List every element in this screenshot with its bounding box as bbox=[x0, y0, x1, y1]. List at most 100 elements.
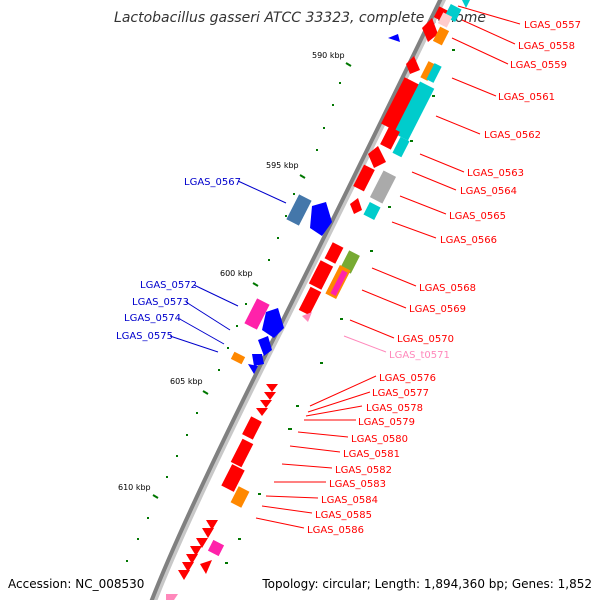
leader-line bbox=[281, 463, 333, 469]
kbp-ruler: 590 kbp 595 kbp 600 kbp 605 kbp 610 kbp bbox=[118, 51, 352, 499]
ruler-dots-left bbox=[126, 82, 341, 562]
leader-line bbox=[461, 19, 516, 45]
gene-label[interactable]: LGAS_0575 bbox=[116, 331, 173, 342]
gene-label[interactable]: LGAS_0557 bbox=[524, 20, 581, 31]
gene-glyph bbox=[244, 298, 270, 330]
leader-line bbox=[261, 505, 313, 514]
ruler-dot bbox=[238, 538, 241, 540]
gene-label[interactable]: LGAS_0577 bbox=[372, 388, 429, 399]
gene-label[interactable]: LGAS_0563 bbox=[467, 168, 524, 179]
gene-glyph bbox=[308, 260, 334, 290]
gene-label[interactable]: LGAS_0558 bbox=[518, 41, 575, 52]
ruler-dot bbox=[137, 538, 139, 540]
gene-glyph bbox=[230, 438, 254, 468]
gene-glyph bbox=[437, 12, 453, 28]
gene-label-trna[interactable]: LGAS_t0571 bbox=[389, 350, 450, 361]
ruler-dot bbox=[285, 215, 287, 217]
ruler-dot bbox=[340, 318, 343, 320]
ruler-dot bbox=[126, 560, 128, 562]
gene-glyph bbox=[256, 408, 268, 416]
gene-label[interactable]: LGAS_0561 bbox=[498, 92, 555, 103]
ruler-dot bbox=[293, 193, 295, 195]
accession-text: Accession: NC_008530 bbox=[8, 577, 144, 591]
gene-label[interactable]: LGAS_0572 bbox=[140, 280, 197, 291]
ruler-dot bbox=[332, 104, 334, 106]
gene-label[interactable]: LGAS_0570 bbox=[397, 334, 454, 345]
ruler-dot bbox=[186, 434, 188, 436]
gene-glyph bbox=[200, 560, 212, 574]
gene-label[interactable]: LGAS_0582 bbox=[335, 465, 392, 476]
ruler-dot bbox=[166, 476, 168, 478]
gene-glyph bbox=[432, 26, 450, 46]
gene-glyph bbox=[262, 308, 284, 338]
gene-label[interactable]: LGAS_0580 bbox=[351, 434, 408, 445]
gene-glyph bbox=[406, 56, 420, 74]
gene-label[interactable]: LGAS_0567 bbox=[184, 177, 241, 188]
gene-glyph bbox=[286, 194, 312, 226]
ruler-dot bbox=[236, 325, 238, 327]
gene-label[interactable]: LGAS_0573 bbox=[132, 297, 189, 308]
gene-glyph bbox=[310, 202, 332, 236]
gene-label[interactable]: LGAS_0579 bbox=[358, 417, 415, 428]
gene-glyph bbox=[426, 63, 442, 83]
gene-glyph bbox=[393, 81, 435, 141]
gene-glyph bbox=[242, 416, 262, 440]
leader-line bbox=[193, 284, 239, 307]
leader-line bbox=[185, 301, 231, 331]
kbp-tick-605 bbox=[202, 390, 209, 395]
gene-label[interactable]: LGAS_0581 bbox=[343, 449, 400, 460]
ruler-dot bbox=[452, 49, 455, 51]
gene-label[interactable]: LGAS_0585 bbox=[315, 510, 372, 521]
leader-line bbox=[411, 171, 457, 191]
kbp-tick-610 bbox=[152, 494, 159, 499]
gene-glyph bbox=[369, 170, 397, 204]
ruler-dot bbox=[147, 517, 149, 519]
gene-label[interactable]: LGAS_0586 bbox=[307, 525, 364, 536]
gene-glyph bbox=[368, 146, 386, 168]
gene-glyph bbox=[252, 354, 264, 366]
gene-glyph bbox=[266, 384, 278, 392]
gene-glyph bbox=[388, 34, 400, 42]
gene-glyph bbox=[166, 594, 178, 600]
leader-line bbox=[349, 319, 395, 339]
kbp-label-610: 610 kbp bbox=[118, 483, 151, 492]
gene-label[interactable]: LGAS_0559 bbox=[510, 60, 567, 71]
gene-glyph bbox=[330, 270, 348, 296]
gene-glyph bbox=[260, 400, 272, 408]
leader-line bbox=[457, 5, 521, 25]
gene-label[interactable]: LGAS_0569 bbox=[409, 304, 466, 315]
gene-glyph bbox=[353, 164, 375, 192]
gene-label[interactable]: LGAS_0566 bbox=[440, 235, 497, 246]
topology-text: Topology: circular; Length: 1,894,360 bp… bbox=[261, 577, 592, 591]
gene-label[interactable]: LGAS_0562 bbox=[484, 130, 541, 141]
leader-line bbox=[255, 517, 305, 529]
ruler-dot bbox=[258, 493, 261, 495]
gene-track-inner bbox=[166, 0, 470, 600]
ruler-dot bbox=[227, 347, 229, 349]
gene-label[interactable]: LGAS_0574 bbox=[124, 313, 181, 324]
ruler-dot bbox=[296, 405, 299, 407]
gene-label[interactable]: LGAS_0564 bbox=[460, 186, 517, 197]
gene-label[interactable]: LGAS_0583 bbox=[329, 479, 386, 490]
gene-glyph bbox=[178, 570, 190, 580]
gene-glyph bbox=[302, 312, 312, 322]
gene-glyph bbox=[462, 0, 470, 8]
ruler-dot bbox=[410, 140, 413, 142]
kbp-label-590: 590 kbp bbox=[312, 51, 345, 60]
gene-label[interactable]: LGAS_0568 bbox=[419, 283, 476, 294]
gene-glyph bbox=[186, 554, 198, 564]
gene-label[interactable]: LGAS_0576 bbox=[379, 373, 436, 384]
ruler-dot bbox=[339, 82, 341, 84]
leader-line bbox=[435, 115, 481, 135]
leader-line bbox=[399, 195, 447, 215]
gene-label[interactable]: LGAS_0584 bbox=[321, 495, 378, 506]
gene-glyph bbox=[392, 136, 410, 158]
leader-line bbox=[265, 495, 319, 499]
ruler-dot bbox=[268, 259, 270, 261]
leader-line bbox=[361, 289, 407, 309]
gene-label[interactable]: LGAS_0565 bbox=[449, 211, 506, 222]
leader-line bbox=[451, 37, 509, 65]
gene-label[interactable]: LGAS_0578 bbox=[366, 403, 423, 414]
